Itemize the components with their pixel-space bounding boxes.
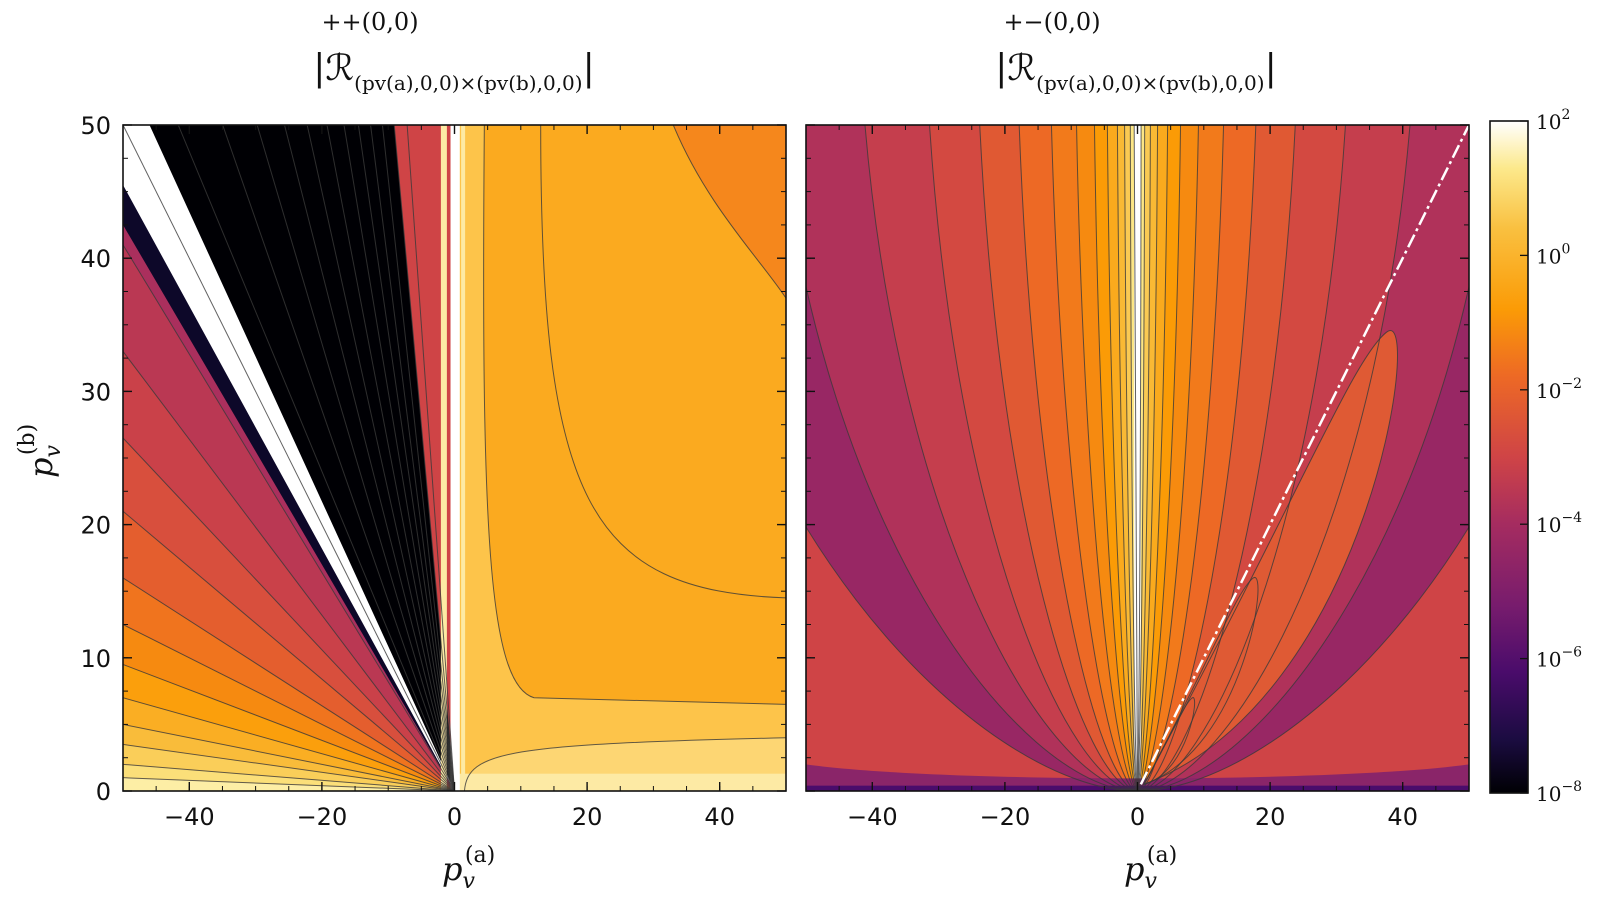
y-tick-label: 20 <box>80 512 111 540</box>
left-fan-contour <box>123 577 455 791</box>
right-bottom-strip <box>806 764 1469 791</box>
right-diagonal-lobe <box>1144 697 1195 785</box>
right-parabola-contour <box>1050 125 1225 791</box>
left-x-axis: −40 −20 0 20 40 <box>122 125 787 831</box>
left-bottom-strip <box>454 773 786 791</box>
x-tick-label: −20 <box>297 803 348 831</box>
left-fan-contour <box>123 743 455 791</box>
left-title-close: | <box>583 48 595 89</box>
x-tick-label: 40 <box>1387 803 1418 831</box>
right-lobe-contour <box>1143 330 1398 786</box>
left-y-axis-label: pv(b) <box>15 424 66 478</box>
left-center-singular <box>450 125 460 791</box>
right-parabola-contour <box>1116 125 1159 791</box>
left-hyperbola-contour <box>672 125 786 299</box>
left-fan-contour <box>123 125 455 791</box>
x-tick-label: 0 <box>447 803 462 831</box>
right-lobe-contour <box>1143 577 1259 786</box>
left-fan-contour <box>123 723 455 791</box>
left-fan-contour <box>256 125 455 791</box>
colorbar-tick-label: 10−8 <box>1536 779 1582 806</box>
right-lobe-contour <box>1143 697 1196 786</box>
colorbar: 102 100 10−2 10−4 10−6 10−8 <box>1489 107 1582 806</box>
left-fan-contour <box>357 125 455 791</box>
right-parabola-contour <box>864 125 1411 791</box>
colorbar-gradient <box>1490 121 1528 793</box>
left-x-axis-label: pv(a) <box>442 843 495 894</box>
right-parabola-contour <box>1093 125 1182 791</box>
left-fan-contour <box>222 125 455 791</box>
right-parabola-contour <box>806 525 1469 791</box>
x-tick-label: 0 <box>1130 803 1145 831</box>
right-title-close: | <box>1265 48 1277 89</box>
right-parabola-contour <box>1129 125 1146 791</box>
left-hyperbola-contour <box>463 737 786 791</box>
right-parabola-contour <box>929 125 1346 791</box>
left-title-main: |ℛ <box>313 48 354 89</box>
left-fan-contour <box>123 244 455 791</box>
colorbar-tick-label: 10−6 <box>1536 645 1582 672</box>
right-title-sub: (pv(a),0,0)×(pv(b),0,0) <box>1036 71 1264 95</box>
left-fan-contour <box>283 125 455 791</box>
x-tick-label: −20 <box>980 803 1031 831</box>
right-panel-title: |ℛ(pv(a),0,0)×(pv(b),0,0)| <box>995 48 1276 95</box>
left-fan-contour <box>123 697 455 791</box>
right-parabola-contour <box>1018 125 1257 791</box>
left-y-axis: 0 10 20 30 40 50 <box>80 112 786 806</box>
x-tick-label: −40 <box>847 803 898 831</box>
x-tick-label: 40 <box>704 803 735 831</box>
y-tick-label: 30 <box>80 378 111 406</box>
colorbar-frame <box>1489 120 1529 794</box>
right-heatmap <box>806 125 1469 791</box>
y-tick-label: 50 <box>80 112 111 140</box>
left-fan-contour <box>123 777 455 791</box>
x-tick-label: 20 <box>572 803 603 831</box>
left-dark-corner <box>673 125 786 299</box>
left-fan-contour <box>123 437 455 791</box>
left-fan-contour <box>123 624 455 791</box>
right-parabola-contour <box>1106 125 1169 791</box>
left-title-super: ++(0,0) <box>321 8 418 36</box>
colorbar-tick-label: 10−4 <box>1536 510 1582 537</box>
right-x-axis-label: pv(a) <box>1124 843 1177 894</box>
right-singular-line <box>1139 125 1469 785</box>
right-parabola-contour <box>1076 125 1199 791</box>
right-x-axis: −40 −20 0 20 40 <box>805 124 1470 831</box>
colorbar-tick-label: 102 <box>1536 107 1570 134</box>
x-tick-label: 20 <box>1255 803 1286 831</box>
y-tick-label: 40 <box>80 245 111 273</box>
right-title-super: +−(0,0) <box>1003 8 1100 36</box>
left-panel-title: |ℛ(pv(a),0,0)×(pv(b),0,0)| <box>313 48 594 95</box>
left-fan-contour <box>123 510 455 791</box>
left-hyperbola-contour <box>540 125 786 599</box>
left-fan-contour <box>381 125 455 791</box>
y-tick-label: 10 <box>80 645 111 673</box>
left-fan-contour <box>370 125 455 791</box>
x-tick-label: −40 <box>164 803 215 831</box>
left-fan-contour <box>343 125 455 791</box>
left-fan-contour <box>326 125 455 791</box>
right-center-singular <box>1134 125 1141 791</box>
colorbar-tick-label: 10−2 <box>1536 376 1582 403</box>
left-fan-contour <box>393 125 455 791</box>
left-fan-contour <box>306 125 455 791</box>
y-tick-label: 0 <box>96 778 111 806</box>
colorbar-tick-label: 100 <box>1536 241 1570 268</box>
left-light-region <box>457 125 786 791</box>
right-panel: |ℛ(pv(a),0,0)×(pv(b),0,0)| +−(0,0) −40 −2… <box>805 8 1470 894</box>
left-fan-contour <box>123 351 455 791</box>
left-heatmap <box>123 125 786 791</box>
right-parabola-contour <box>979 125 1296 791</box>
right-title-main: |ℛ <box>995 48 1036 89</box>
left-fan-contour <box>123 763 455 791</box>
right-parabola-contour <box>1124 125 1151 791</box>
left-title-sub: (pv(a),0,0)×(pv(b),0,0) <box>354 71 582 95</box>
left-hyperbola-contour <box>483 125 786 705</box>
left-fan-contour <box>123 663 455 791</box>
left-panel: |ℛ(pv(a),0,0)×(pv(b),0,0)| ++(0,0) −40 −2… <box>15 8 787 894</box>
right-parabola-contour <box>806 283 1469 791</box>
